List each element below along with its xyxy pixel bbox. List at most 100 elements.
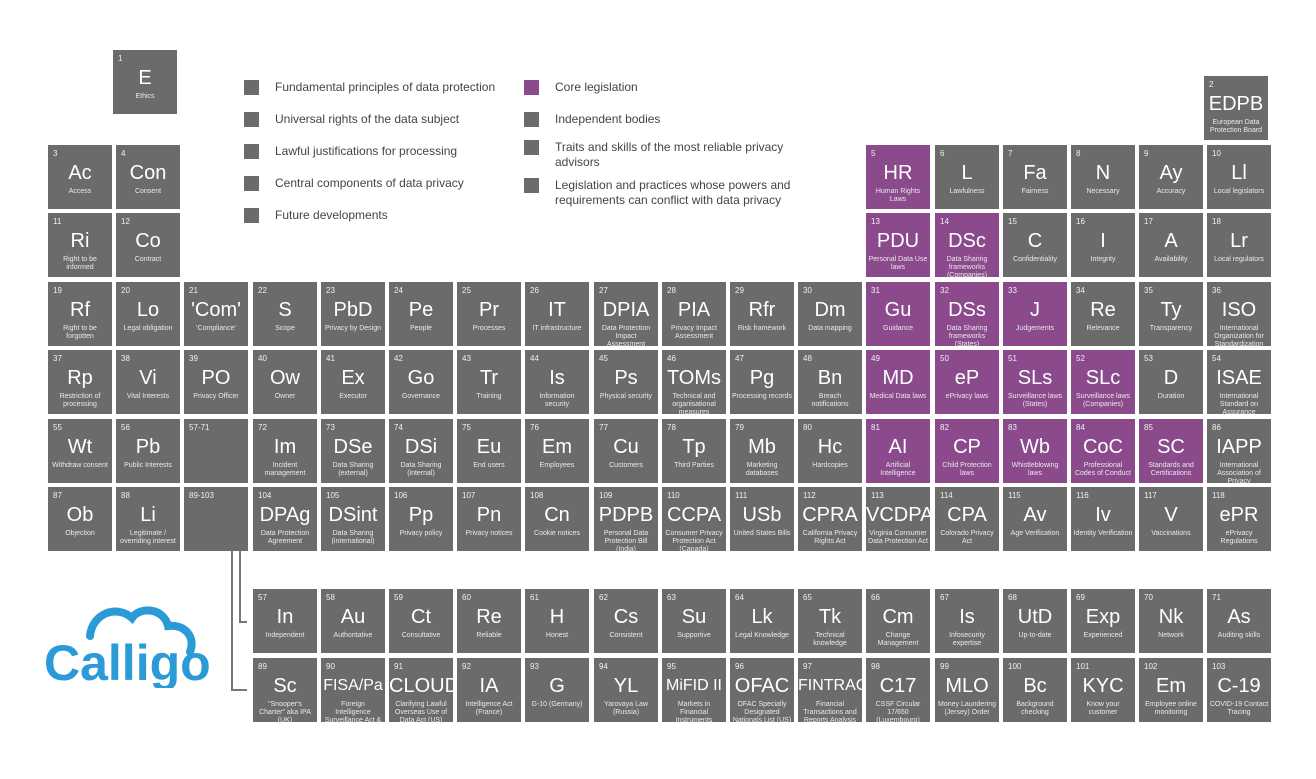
element-tile: 109 PDPB Personal Data Protection Bill (In… (594, 487, 658, 551)
element-symbol: DSi (404, 436, 438, 458)
element-number: 18 (1212, 217, 1221, 226)
element-number: 5 (871, 149, 876, 158)
element-number: 74 (394, 423, 403, 432)
element-tile: 34 Re Relevance (1071, 282, 1135, 346)
element-symbol: L (961, 162, 973, 184)
element-name: G-10 (Germany) (531, 701, 583, 708)
element-symbol: Ll (1231, 162, 1247, 184)
element-tile: 21 'Com' 'Compliance' (184, 282, 248, 346)
element-tile: 88 Li Legitimate / overriding interest (116, 487, 180, 551)
element-symbol: Pp (408, 504, 434, 526)
element-symbol: Pb (135, 436, 161, 458)
element-symbol: Cs (613, 606, 639, 628)
element-tile: 84 CoC Professional Codes of Conduct (1071, 419, 1135, 483)
element-symbol: N (1095, 162, 1111, 184)
element-tile: 4 Con Consent (116, 145, 180, 209)
element-number: 61 (530, 593, 539, 602)
element-symbol: D (1163, 367, 1179, 389)
element-tile: 32 DSs Data Sharing frameworks (States) (935, 282, 999, 346)
element-name: Incident management (264, 462, 306, 477)
element-name: Clarifying Lawful Overseas Use of Data A… (394, 701, 448, 722)
element-name: Virginia Consumer Data Protection Act (868, 530, 928, 545)
element-symbol: J (1030, 299, 1040, 321)
element-symbol: FINTRAC (798, 677, 862, 694)
element-name: Personal Data Protection Bill (India) (603, 530, 649, 551)
element-name: Duration (1157, 393, 1185, 400)
element-name: Data Protection Impact Assessment (601, 325, 651, 346)
element-tile: 94 YL Yarovaya Law (Russia) (594, 658, 658, 722)
element-name: Standards and Certifications (1148, 462, 1194, 477)
element-name: People (410, 325, 432, 332)
element-number: 16 (1076, 217, 1085, 226)
element-symbol: PbD (333, 299, 373, 321)
element-number: 20 (121, 286, 130, 295)
element-symbol: 'Com' (191, 299, 241, 321)
element-number: 36 (1212, 286, 1221, 295)
element-number: 65 (803, 593, 812, 602)
element-name: Surveillance laws (States) (1007, 393, 1063, 408)
element-symbol: Wb (1020, 436, 1050, 458)
element-name: Privacy policy (399, 530, 443, 537)
legend-swatch (244, 208, 259, 223)
element-tile: 64 Lk Legal Knowledge (730, 589, 794, 653)
element-tile: 17 A Availability (1139, 213, 1203, 277)
element-number: 57 (258, 593, 267, 602)
element-symbol: Go (407, 367, 435, 389)
element-tile: 42 Go Governance (389, 350, 453, 414)
element-name: Supportive (677, 632, 711, 639)
element-symbol: IAPP (1216, 436, 1262, 458)
element-number: 62 (599, 593, 608, 602)
element-number: 13 (871, 217, 880, 226)
element-tile: 86 IAPP International Association of Priva… (1207, 419, 1271, 483)
element-number: 112 (803, 491, 816, 500)
element-tile: 72 Im Incident management (253, 419, 317, 483)
element-number: 110 (667, 491, 680, 500)
element-number: 24 (394, 286, 403, 295)
connector-line (231, 551, 233, 691)
element-name: Medical Data laws (869, 393, 927, 400)
element-tile: 63 Su Supportive (662, 589, 726, 653)
element-name: Honest (545, 632, 569, 639)
element-tile: 12 Co Contract (116, 213, 180, 277)
element-symbol: Lk (751, 606, 773, 628)
element-name: Legal obligation (123, 325, 173, 332)
element-tile: 57 In Independent (253, 589, 317, 653)
element-tile: 36 ISO International Organization for Stan… (1207, 282, 1271, 346)
element-name: Third Parties (674, 462, 714, 469)
element-number: 81 (871, 423, 880, 432)
element-name: Withdraw consent (52, 462, 108, 469)
legend-label: Independent bodies (555, 112, 661, 126)
element-name: Contract (134, 256, 162, 263)
element-tile: 65 Tk Technical knowledge (798, 589, 862, 653)
element-tile: 111 USb United States Bills (730, 487, 794, 551)
element-name: Professional Codes of Conduct (1074, 462, 1132, 477)
element-tile: 48 Bn Breach notifications (798, 350, 862, 414)
element-number: 77 (599, 423, 608, 432)
element-tile: 10 Ll Local legislators (1207, 145, 1271, 209)
element-name: Scope (275, 325, 295, 332)
element-number: 59 (394, 593, 403, 602)
element-tile: 100 Bc Background checking (1003, 658, 1067, 722)
element-tile: 115 Av Age Verification (1003, 487, 1067, 551)
element-name: Privacy notices (465, 530, 513, 537)
element-number: 17 (1144, 217, 1153, 226)
element-name: Relevance (1086, 325, 1120, 332)
element-name: Local regulators (1214, 256, 1264, 263)
element-name: Consent (134, 188, 162, 195)
element-name: Know your customer (1086, 701, 1120, 716)
element-number: 42 (394, 354, 403, 363)
element-number: 30 (803, 286, 812, 295)
element-number: 63 (667, 593, 676, 602)
element-symbol: V (1164, 504, 1178, 526)
element-name: Data Sharing (internal) (400, 462, 442, 477)
element-symbol: CLOUD (389, 675, 453, 697)
element-tile: 41 Ex Executor (321, 350, 385, 414)
element-name: Child Protection laws (942, 462, 992, 477)
element-name: IT infrastructure (532, 325, 582, 332)
element-name: Transparency (1149, 325, 1193, 332)
element-number: 104 (258, 491, 272, 500)
element-number: 105 (326, 491, 340, 500)
element-tile: 73 DSe Data Sharing (external) (321, 419, 385, 483)
element-symbol: Tp (682, 436, 706, 458)
element-tile: 5 HR Human Rights Laws (866, 145, 930, 209)
